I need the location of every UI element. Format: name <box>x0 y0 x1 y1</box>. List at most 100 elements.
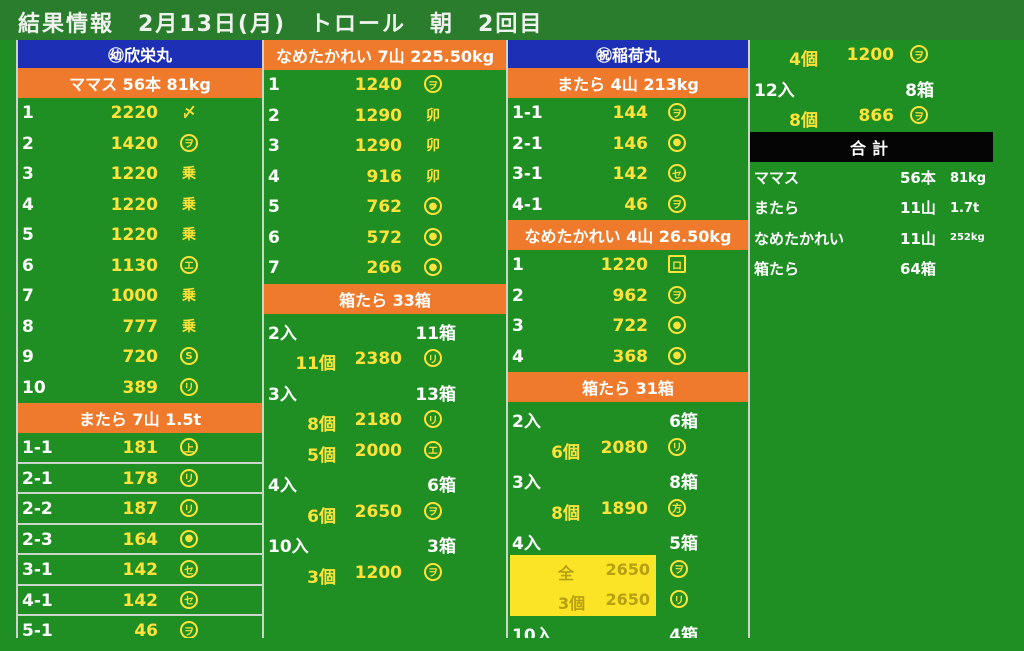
row-label: 1 <box>268 75 280 95</box>
totals-title-bar: 合計 <box>750 131 994 162</box>
row-label: 5 <box>22 225 34 245</box>
total-count: 56本 <box>900 168 936 187</box>
row-label: 5 <box>268 197 280 217</box>
table-row: 6 572 ● <box>264 223 506 254</box>
row-label: 10 <box>22 377 46 398</box>
row-value: 1420 <box>110 133 158 154</box>
total-row: ママス 56本 81kg <box>750 162 994 193</box>
table-row: 6個 2650 ヲ <box>264 497 506 528</box>
highlight-cell: 3個 2650 <box>510 585 656 616</box>
table-row: 6個 2080 リ <box>508 433 748 464</box>
side-strip <box>993 40 1024 638</box>
table-row: 3 1220 乗 <box>18 159 262 190</box>
row-label: 6 <box>268 227 280 248</box>
table-row: 1 2220 〆 <box>18 98 262 129</box>
row-label: 9 <box>22 347 34 367</box>
table-row: 7 266 ● <box>264 253 506 284</box>
row-label: 2入 <box>268 323 297 344</box>
row-value: 2650 <box>605 590 650 609</box>
row-label: 10入 <box>268 537 309 557</box>
row-value: 2650 <box>605 559 650 579</box>
table-row: 8個 1890 方 <box>508 494 748 525</box>
market-mark-icon: リ <box>424 410 442 428</box>
table-row: 全 2650 ヲ <box>508 554 748 585</box>
table-row: 2 1420 ヲ <box>18 129 262 160</box>
piece-count: 全 <box>558 563 575 583</box>
market-mark-icon: リ <box>180 499 198 517</box>
table-row: 2 962 ヲ <box>508 281 748 312</box>
box-count: 6箱 <box>427 476 456 496</box>
box-count: 3箱 <box>427 537 456 557</box>
row-value: 2180 <box>354 410 402 430</box>
table-row: 8 777 乗 <box>18 312 262 343</box>
row-value: 1290 <box>354 136 402 156</box>
row-value: 2650 <box>354 501 402 522</box>
market-mark-icon: 〆 <box>182 105 196 121</box>
market-mark-icon: ヲ <box>180 133 198 152</box>
box-count: 13箱 <box>415 384 456 405</box>
row-value: 777 <box>122 316 159 337</box>
row-value: 962 <box>612 285 649 306</box>
table-row: 3-1 142 セ <box>18 555 262 586</box>
boat-name-bar: ㉅欣栄丸 <box>18 40 262 68</box>
header-bar: 結果情報 2月13日(月) トロール 朝 2回目 <box>0 0 1024 40</box>
table-row: 2入 6箱 <box>508 402 748 433</box>
row-label: 6 <box>22 255 34 276</box>
section-title-matara: またら 7山 1.5t <box>18 403 262 433</box>
total-label: 箱たら <box>754 260 800 278</box>
row-value: 762 <box>366 197 403 217</box>
total-row: 箱たら 64箱 <box>750 253 994 284</box>
row-label: 2-1 <box>22 468 53 489</box>
market-mark-icon: ヲ <box>424 75 442 93</box>
market-mark-icon: ● <box>668 133 686 152</box>
row-value: 146 <box>612 133 649 154</box>
section-title-hakotara: 箱たら 31箱 <box>508 372 748 402</box>
table-row: 8個 2180 リ <box>264 405 506 436</box>
row-value: 1000 <box>110 286 158 306</box>
table-row: 4 1220 乗 <box>18 190 262 221</box>
market-mark-icon: ヲ <box>668 103 686 121</box>
row-label: 1 <box>22 103 34 123</box>
row-value: 187 <box>122 499 159 519</box>
table-row: 4入 6箱 <box>264 466 506 497</box>
row-value: 164 <box>122 529 159 550</box>
row-value: 142 <box>122 590 159 611</box>
total-row: なめたかれい 11山 252kg <box>750 223 994 254</box>
table-row: 1-1 181 上 <box>18 433 262 464</box>
piece-count: 5個 <box>307 445 336 466</box>
row-value: 572 <box>366 227 403 248</box>
table-row: 3 1290 卯 <box>264 131 506 162</box>
table-row: 2-1 146 ● <box>508 129 748 160</box>
box-count: 6箱 <box>669 412 698 432</box>
market-mark-icon: 乗 <box>182 227 196 243</box>
piece-count: 6個 <box>551 442 580 463</box>
row-label: 3入 <box>512 473 541 493</box>
page-title: 結果情報 2月13日(月) トロール 朝 2回目 <box>18 12 544 37</box>
table-row: 6 1130 エ <box>18 251 262 282</box>
market-mark-icon: 乗 <box>182 166 196 182</box>
row-value: 389 <box>122 377 159 398</box>
market-mark-icon: リ <box>670 590 688 608</box>
row-label: 1-1 <box>512 103 543 123</box>
row-label: 3 <box>268 136 280 156</box>
table-row: 3個 1200 ヲ <box>264 558 506 589</box>
box-count: 8箱 <box>905 80 934 101</box>
market-mark-icon: ● <box>668 346 686 365</box>
row-label: 2-3 <box>22 529 53 550</box>
section-title-hakotara: 箱たら 33箱 <box>264 283 506 314</box>
column-totals: 4個 1200 ヲ 12入 8箱 8個 866 ヲ 合計 ママス 56本 81kg またら 11山 1.… <box>748 40 994 638</box>
table-row: 4 368 ● <box>508 342 748 373</box>
row-value: 2080 <box>600 437 648 458</box>
market-mark-icon: セ <box>180 560 198 578</box>
row-value: 144 <box>612 103 649 123</box>
market-mark-icon: 卯 <box>426 138 440 154</box>
total-label: なめたかれい <box>754 229 845 248</box>
row-value: 722 <box>612 316 649 336</box>
table-row: 3個 2650 リ <box>508 585 748 616</box>
table-row: 8個 866 ヲ <box>750 101 994 132</box>
market-mark-icon: リ <box>180 377 198 396</box>
table-row: 2-1 178 リ <box>18 464 262 494</box>
row-label: 12入 <box>754 80 795 101</box>
row-label: 4 <box>512 346 524 367</box>
row-value: 1290 <box>354 105 402 126</box>
